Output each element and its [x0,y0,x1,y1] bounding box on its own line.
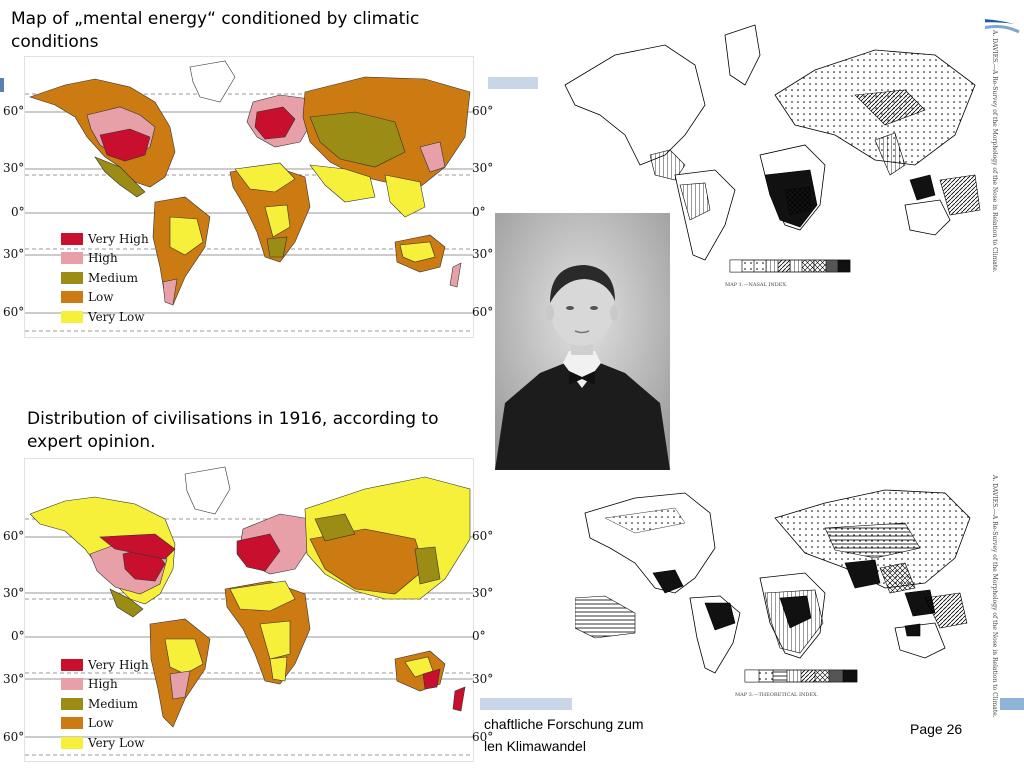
portrait-photo-drawing [495,213,670,470]
map2-lat-right-60s: 60° [472,730,494,744]
map2-legend-label: Very High [88,657,149,672]
scan2-side-text: A. DAVIES.—A Re-Survey of the Morphology… [991,475,998,718]
map1-legend-swatch-high [61,252,83,265]
map1-lat-left-60n: 60° [3,104,25,118]
page-number: Page 26 [910,721,963,737]
map2-legend-item: Low [61,714,149,734]
map1-mental-energy: 60° 30° 0° 30° 60° Very High High Medium… [24,56,474,338]
scan1-map-drawing [564,24,981,273]
map2-legend-swatch-low [61,717,83,730]
map2-lat-right-30s: 30° [472,672,494,686]
footer-text-line2: len Klimawandel [484,738,586,754]
scan1-caption: MAP 1.—NASAL INDEX. [725,282,788,288]
map2-lat-left-60n: 60° [3,529,25,543]
map2-civilisation-distribution: Very High High Medium Low Very Low [24,458,474,762]
map1-lat-left-0: 0° [11,205,25,219]
map1-lat-left-30n: 30° [3,161,25,175]
map1-legend-item: High [61,249,149,269]
map2-legend-swatch-very-low [61,736,83,749]
footer-text-line1: chaftliche Forschung zum [484,716,644,732]
map1-legend-swatch-medium [61,271,83,284]
map2-lat-right-30n: 30° [472,586,494,600]
map2-legend-label: Very Low [88,735,145,750]
right-accent-bar [1000,698,1024,710]
map1-lat-right-30n: 30° [472,161,494,175]
portrait-photo [495,213,670,470]
map1-lat-right-60s: 60° [472,305,494,319]
map2-legend-item: Very High [61,655,149,675]
map1-legend-item: Low [61,288,149,308]
map2-legend-item: High [61,675,149,695]
map1-legend-item: Medium [61,268,149,288]
map1-lat-right-30s: 30° [472,247,494,261]
scan2-theoretical-index-map: MAP 3.—THEORETICAL INDEX. [575,478,975,703]
map2-lat-left-30s: 30° [3,672,25,686]
map1-lat-right-0: 0° [472,205,486,219]
scan1-side-text: A. DAVIES.—A Re-Survey of the Morphology… [991,30,998,273]
map2-legend-label: Medium [88,696,139,711]
map1-legend-label: Low [88,290,114,305]
map1-legend-swatch-very-high [61,232,83,245]
top-accent-bar [488,77,538,89]
map2-legend-swatch-medium [61,697,83,710]
map1-legend: Very High High Medium Low Very Low [61,229,149,327]
map1-legend-swatch-very-low [61,310,83,323]
scan2-caption: MAP 3.—THEORETICAL INDEX. [735,692,819,698]
map2-title: Distribution of civilisations in 1916, a… [27,409,439,452]
map1-legend-label: Very Low [88,309,145,324]
map1-legend-item: Very Low [61,307,149,327]
map1-lat-left-30s: 30° [3,247,25,261]
map2-lat-left-30n: 30° [3,586,25,600]
map1-legend-label: High [88,251,118,266]
map1-legend-label: Very High [88,231,149,246]
map1-world-shapes [25,60,473,332]
map2-legend-label: High [88,677,118,692]
map1-title: Map of „mental energy“ conditioned by cl… [11,9,420,52]
map2-legend-swatch-high [61,678,83,691]
map2-lat-left-0: 0° [11,629,25,643]
map1-lat-left-60s: 60° [3,305,25,319]
map2-lat-right-0: 0° [472,629,486,643]
map1-lat-right-60n: 60° [472,104,494,118]
bottom-accent-bar [480,698,572,710]
map2-world-shapes [25,466,473,756]
map2-lat-right-60n: 60° [472,529,494,543]
left-accent-bar [0,78,4,92]
map2-legend-item: Medium [61,694,149,714]
map2-legend: Very High High Medium Low Very Low [61,655,149,753]
map1-legend-label: Medium [88,270,139,285]
map1-legend-item: Very High [61,229,149,249]
map2-legend-item: Very Low [61,733,149,753]
scan2-map-drawing [575,489,971,683]
map2-lat-left-60s: 60° [3,730,25,744]
map2-legend-swatch-very-high [61,658,83,671]
map2-legend-label: Low [88,716,114,731]
map1-legend-swatch-low [61,291,83,304]
